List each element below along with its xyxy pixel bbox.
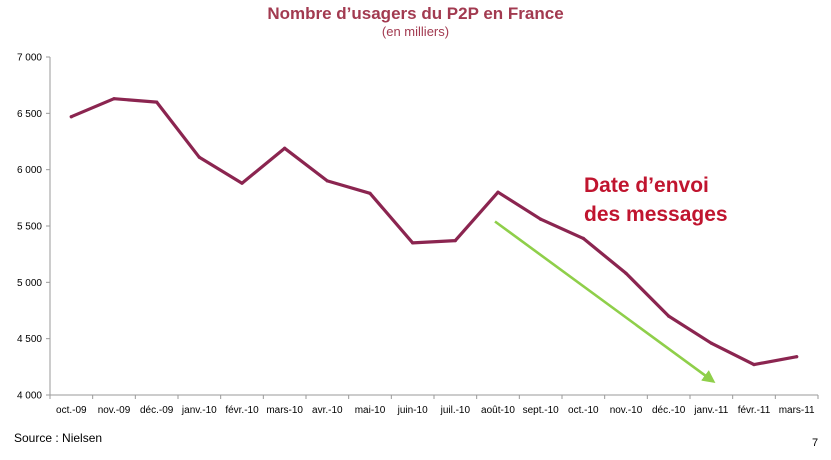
x-tick-label: oct.-10	[568, 405, 599, 416]
chart-subtitle: (en milliers)	[381, 24, 450, 39]
data-point	[709, 341, 713, 345]
annotation-callout: Date d’envoi des messages	[584, 171, 759, 229]
data-point	[283, 146, 287, 150]
x-tick-label: juin-10	[397, 405, 428, 416]
x-tick-label: janv.-10	[181, 405, 217, 416]
data-point	[539, 217, 543, 221]
y-tick-label: 7 000	[17, 53, 42, 64]
x-tick-label: déc.-09	[140, 405, 174, 416]
data-point	[795, 355, 799, 359]
data-point	[624, 271, 628, 275]
x-tick-label: févr.-10	[225, 405, 259, 416]
x-tick-label: sept.-10	[523, 405, 560, 416]
x-tick-label: mai-10	[355, 405, 386, 416]
annotation-group	[494, 220, 716, 384]
x-axis-ticks: oct.-09 nov.-09 déc.-09 janv.-10 févr.-10 mar…	[49, 395, 819, 416]
y-tick-label: 4 000	[17, 391, 42, 402]
data-point	[368, 191, 372, 195]
y-tick-label: 5 500	[17, 222, 42, 233]
y-tick-label: 6 000	[17, 165, 42, 176]
data-point	[453, 239, 457, 243]
y-tick-label: 4 500	[17, 334, 42, 345]
x-tick-label: nov.-09	[98, 405, 131, 416]
data-point	[667, 314, 671, 318]
series-line	[69, 97, 799, 367]
x-tick-label: mars-10	[266, 405, 303, 416]
data-point	[112, 97, 116, 101]
data-point	[197, 155, 201, 159]
data-point	[155, 100, 159, 104]
series-group	[69, 97, 799, 367]
data-point	[240, 181, 244, 185]
y-axis-ticks: 4 000 4 500 5 000 5 500 6 000 6 500 7 000	[17, 53, 50, 402]
x-tick-label: févr.-11	[738, 405, 771, 416]
annotation-line-2: des messages	[584, 203, 728, 226]
data-point	[496, 190, 500, 194]
x-tick-label: déc.-10	[652, 405, 686, 416]
y-tick-label: 5 000	[17, 278, 42, 289]
chart-title: Nombre d’usagers du P2P en France	[267, 4, 564, 23]
data-point	[752, 362, 756, 367]
x-tick-label: nov.-10	[610, 405, 643, 416]
x-tick-label: juil.-10	[440, 405, 471, 416]
data-point	[411, 241, 415, 245]
x-tick-label: janv.-11	[693, 405, 729, 416]
annotation-line-1: Date d’envoi	[584, 174, 709, 197]
x-tick-label: août-10	[481, 405, 515, 416]
data-point	[69, 115, 73, 119]
data-point	[325, 179, 329, 183]
annotation-arrow	[494, 220, 716, 384]
x-tick-label: oct.-09	[56, 405, 87, 416]
x-tick-label: avr.-10	[312, 405, 343, 416]
data-point	[581, 236, 585, 240]
y-tick-label: 6 500	[17, 109, 42, 120]
x-tick-label: mars-11	[779, 405, 815, 416]
page-number: 7	[812, 437, 819, 449]
source-note: Source : Nielsen	[14, 431, 103, 445]
